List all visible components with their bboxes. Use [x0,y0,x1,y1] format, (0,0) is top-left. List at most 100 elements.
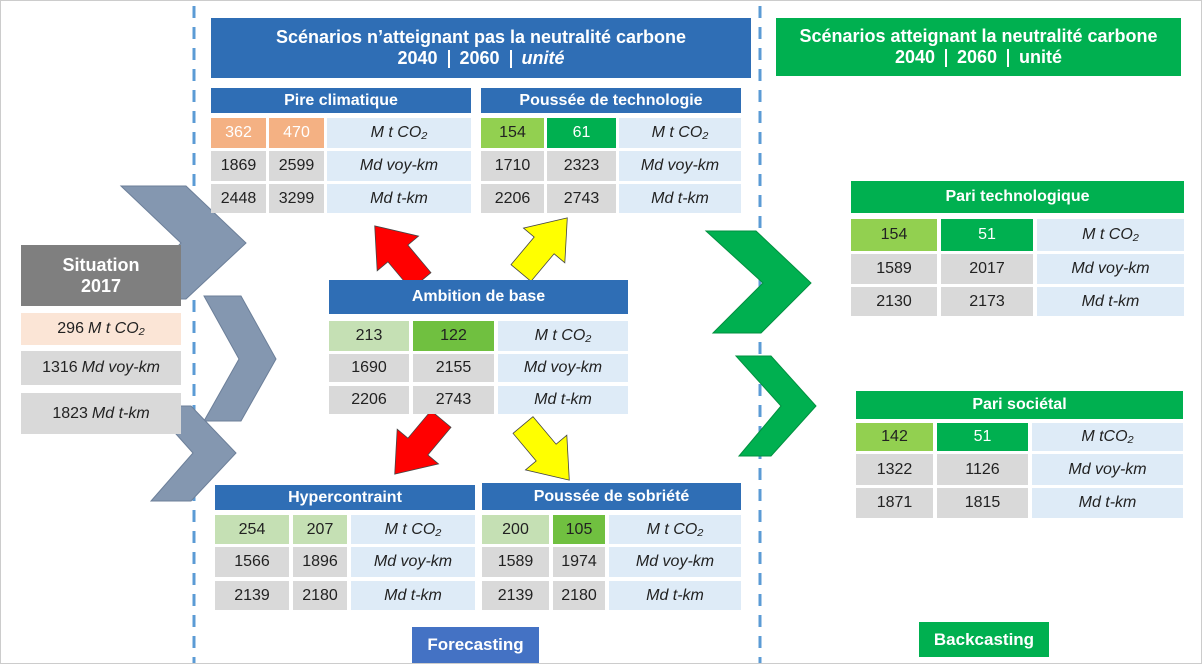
text: 2060 [957,47,998,67]
value-cell: 2599 [269,151,324,181]
separator [945,49,947,68]
unit-cell: M t CO₂ [609,515,741,544]
header-years: 2040 2060 unité [397,48,565,69]
chevron [119,185,247,300]
value-cell: 51 [941,219,1033,251]
value-cell: 1710 [481,151,544,181]
value-cell: 2206 [329,386,409,414]
value-cell: 2139 [215,581,289,610]
unit-cell: M t CO₂ [351,515,475,544]
scenario-title: Poussée de technologie [481,88,741,113]
unit-cell: Md t-km [351,581,475,610]
value-cell: 3299 [269,184,324,213]
situation-cell: 296 M t CO₂ [21,313,181,345]
value-cell: 154 [851,219,937,251]
text: Md t-km [91,404,150,422]
value-cell: 2743 [413,386,494,414]
value-cell: 142 [856,423,933,451]
value-cell: 1589 [482,547,549,577]
title-line: 2017 [80,275,122,296]
chevron [704,230,812,334]
unit-cell: M t CO₂ [498,321,628,351]
scenario-title: Hypercontraint [215,485,475,510]
text: 296 [57,320,84,337]
value-cell: 1322 [856,454,933,485]
chevron [734,355,817,457]
value-cell: 2323 [547,151,616,181]
value-cell: 254 [215,515,289,544]
value-cell: 105 [553,515,605,544]
text: 2040 [397,48,438,68]
unit-cell: Md voy-km [609,547,741,577]
value-cell: 1869 [211,151,266,181]
value-cell: 2180 [553,581,605,610]
separator [447,50,450,69]
value-cell: 1126 [937,454,1028,485]
header-years: 2040 2060 unité [895,47,1062,68]
scenario-title: Pire climatique [211,88,471,113]
header: Scénarios atteignant la neutralité carbo… [776,18,1181,76]
value-cell: 207 [293,515,347,544]
title-line: Situation [62,254,140,275]
value-cell: 61 [547,118,616,148]
value-cell: 51 [937,423,1028,451]
value-cell: 2180 [293,581,347,610]
value-cell: 2743 [547,184,616,213]
unit-cell: Md voy-km [619,151,741,181]
unit-cell: Md t-km [1032,488,1183,518]
unit-cell: M tCO₂ [1032,423,1183,451]
value-cell: 470 [269,118,324,148]
scenario-title: Pari sociétal [856,391,1183,419]
text: Md voy-km [81,359,160,376]
value-cell: 1896 [293,547,347,577]
value-cell: 2139 [482,581,549,610]
separator [509,50,512,69]
value-cell: 1815 [937,488,1028,518]
unit-cell: M t CO₂ [619,118,741,148]
value-cell: 362 [211,118,266,148]
forecasting-label: Forecasting [412,627,539,663]
scenario-title: Ambition de base [329,280,628,314]
unit-cell: M t CO₂ [327,118,471,148]
arrow [512,416,570,481]
value-cell: 154 [481,118,544,148]
separator [1007,49,1010,68]
value-cell: 1974 [553,547,605,577]
value-cell: 2155 [413,354,494,382]
text: unité [1019,47,1063,67]
header: Scénarios n’atteignant pas la neutralité… [211,18,751,78]
value-cell: 2173 [941,287,1033,316]
value-cell: 2206 [481,184,544,213]
unit-cell: Md t-km [619,184,741,213]
text: 1316 [42,359,78,376]
value-cell: 1589 [851,254,937,284]
unit-cell: Md voy-km [1037,254,1184,284]
value-cell: 1566 [215,547,289,577]
value-cell: 122 [413,321,494,351]
unit-cell: Md t-km [1037,287,1184,316]
value-cell: 1871 [856,488,933,518]
text: M t CO₂ [87,320,145,337]
chevron [203,295,277,422]
arrow [374,225,432,290]
unit-cell: Md t-km [498,386,628,414]
value-cell: 200 [482,515,549,544]
text: 2040 [894,47,935,67]
unit-cell: Md voy-km [351,547,475,577]
text: 2060 [459,48,500,68]
situation-title: Situation 2017 [21,245,181,306]
text: 1823 [52,404,88,422]
header-title: Scénarios n’atteignant pas la neutralité… [275,27,687,47]
scenario-title: Pari technologique [851,181,1184,213]
value-cell: 213 [329,321,409,351]
value-cell: 2130 [851,287,937,316]
unit-cell: Md t-km [327,184,471,213]
unit-cell: M t CO₂ [1037,219,1184,251]
situation-cell: 1316 Md voy-km [21,351,181,385]
unit-cell: Md voy-km [1032,454,1183,485]
situation-cell: 1823 Md t-km [21,393,181,434]
scenario-title: Poussée de sobriété [482,483,741,510]
unit-cell: Md voy-km [327,151,471,181]
